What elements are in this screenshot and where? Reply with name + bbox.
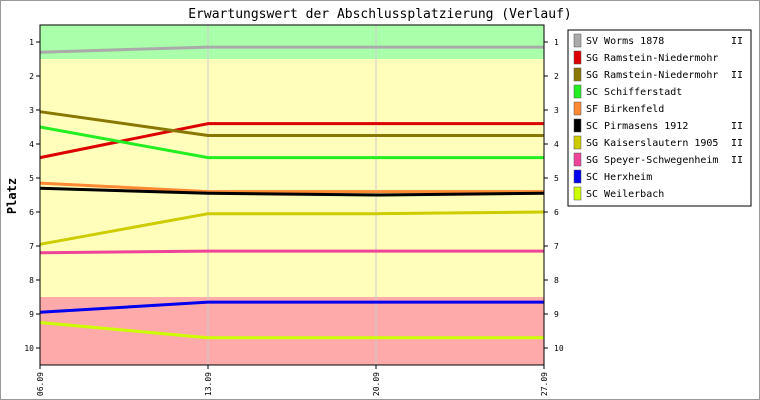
x-tick-label: 06.09 — [36, 372, 45, 396]
legend-swatch-8 — [573, 169, 582, 184]
band-1 — [40, 59, 544, 297]
y-tick-label-left: 6 — [29, 208, 34, 217]
series-line-0 — [39, 45, 544, 54]
legend-label-5: SC Pirmasens 1912 — [586, 121, 688, 132]
y-tick-label-right: 1 — [554, 38, 559, 47]
series-line-2 — [39, 110, 544, 137]
y-tick-label-left: 1 — [29, 38, 34, 47]
x-tick-label: 27.09 — [540, 372, 549, 396]
y-tick-label-left: 4 — [29, 140, 34, 149]
plot-border — [39, 24, 545, 366]
y-tick-label-left: 9 — [29, 310, 34, 319]
y-tick-label-right: 10 — [554, 344, 564, 353]
band-0 — [40, 25, 544, 59]
legend-suffix-5: II — [731, 121, 743, 132]
legend-swatch-0 — [573, 33, 582, 48]
y-tick-label-right: 8 — [554, 276, 559, 285]
y-tick-label-right: 7 — [554, 242, 559, 251]
series-line-6 — [39, 210, 545, 246]
legend-label-8: SC Herxheim — [586, 172, 652, 183]
legend-swatch-4 — [573, 101, 582, 116]
legend-suffix-6: II — [731, 138, 743, 149]
y-tick-label-right: 6 — [554, 208, 559, 217]
y-tick-label-left: 10 — [24, 344, 34, 353]
legend-swatch-2 — [573, 67, 582, 82]
legend-label-1: SG Ramstein-Niedermohr — [586, 53, 718, 64]
series-line-8 — [39, 300, 544, 314]
y-tick-label-left: 2 — [29, 72, 34, 81]
legend-label-6: SG Kaiserslautern 1905 — [586, 138, 718, 149]
series-line-1 — [39, 122, 544, 160]
legend-box — [567, 29, 752, 207]
y-axis-label: Platz — [5, 178, 19, 214]
series-line-3 — [39, 125, 544, 160]
legend-swatch-1 — [573, 50, 582, 65]
series-line-5 — [39, 186, 545, 197]
legend-suffix-2: II — [731, 70, 743, 81]
legend-swatch-5 — [573, 118, 582, 133]
y-tick-label-left: 7 — [29, 242, 34, 251]
chart-title: Erwartungswert der Abschlussplatzierung … — [188, 7, 572, 22]
legend-swatch-6 — [573, 135, 582, 150]
legend-swatch-3 — [573, 84, 582, 99]
y-tick-label-right: 3 — [554, 106, 559, 115]
legend-label-7: SG Speyer-Schwegenheim — [586, 155, 718, 166]
legend-suffix-7: II — [731, 155, 743, 166]
series-line-4 — [39, 181, 544, 194]
legend-label-0: SV Worms 1878 — [586, 36, 664, 47]
y-tick-label-right: 5 — [554, 174, 559, 183]
y-tick-label-right: 2 — [554, 72, 559, 81]
legend-suffix-0: II — [731, 36, 743, 47]
y-tick-label-left: 8 — [29, 276, 34, 285]
y-tick-label-right: 9 — [554, 310, 559, 319]
x-tick-label: 13.09 — [204, 372, 213, 396]
y-tick-label-left: 3 — [29, 106, 34, 115]
legend-label-9: SC Weilerbach — [586, 189, 664, 200]
y-tick-label-left: 5 — [29, 174, 34, 183]
y-tick-label-right: 4 — [554, 140, 559, 149]
legend-label-2: SG Ramstein-Niedermohr — [586, 70, 718, 81]
legend-swatch-9 — [573, 186, 582, 201]
legend-label-4: SF Birkenfeld — [586, 104, 664, 115]
legend-swatch-7 — [573, 152, 582, 167]
legend-label-3: SC Schifferstadt — [586, 87, 682, 98]
x-tick-label: 20.09 — [372, 372, 381, 396]
series-line-7 — [39, 249, 544, 255]
series-line-9 — [39, 321, 544, 340]
